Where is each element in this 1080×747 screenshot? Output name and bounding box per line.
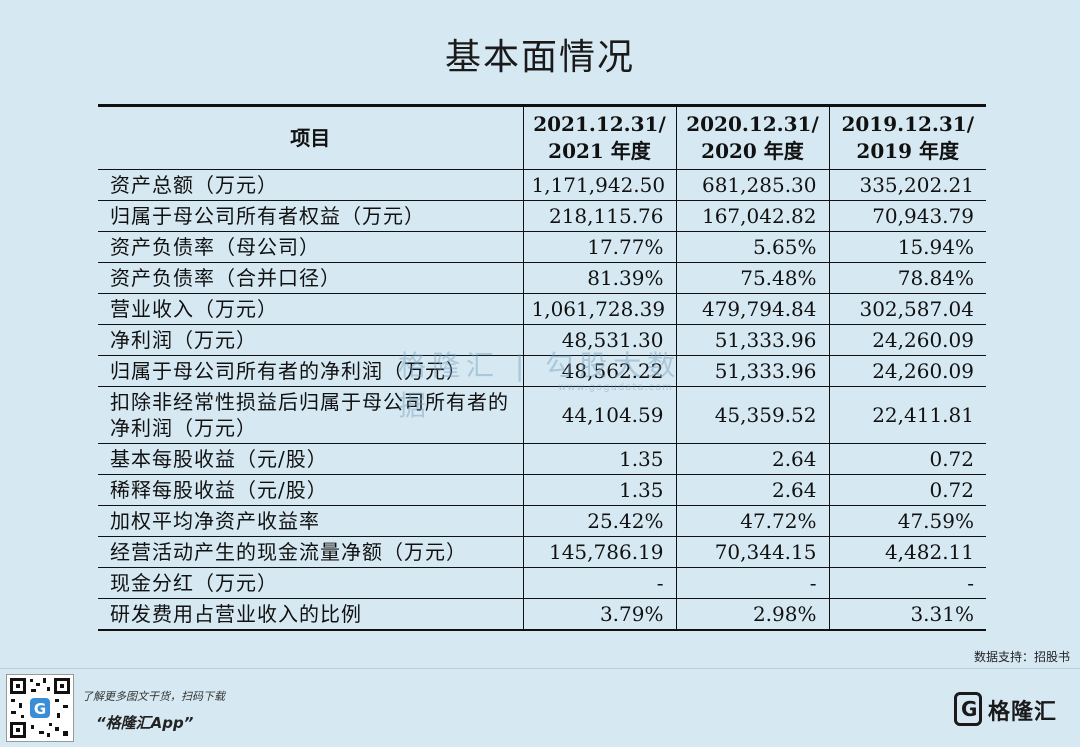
footer-divider [0,668,1080,669]
row-item-label: 资产负债率（母公司） [98,231,523,263]
cell-2019: 302,587.04 [828,293,986,325]
table-row: 资产总额（万元） 1,171,942.50 681,285.30 335,202.21 [98,169,986,201]
cell-2020: 2.64 [675,474,829,506]
cell-2020: 51,333.96 [675,324,829,356]
cell-2021: 44,104.59 [522,386,676,444]
g-logo-icon: G [954,692,982,726]
svg-text:G: G [34,700,46,718]
qr-code-icon: G [6,674,74,742]
cell-2021: 81.39% [522,262,676,294]
header-2019: 2019.12.31/ 2019 年度 [828,104,986,170]
cell-2020: 47.72% [675,505,829,537]
header-2021-year: 2021 年度 [548,139,651,163]
cell-2021: 1,171,942.50 [522,169,676,201]
cell-2020: 45,359.52 [675,386,829,444]
cell-2019: 24,260.09 [828,355,986,387]
row-item-label: 经营活动产生的现金流量净额（万元） [98,536,523,568]
cell-2021: - [522,567,676,599]
data-source-note: 数据支持：招股书 [973,650,1070,664]
table-row: 现金分红（万元） - - - [98,567,986,599]
header-2019-date: 2019.12.31/ [841,112,975,136]
header-item-label: 项目 [290,125,331,150]
table-row: 归属于母公司所有者的净利润（万元） 48,562.22 51,333.96 24,26… [98,355,986,387]
row-item-label: 基本每股收益（元/股） [98,443,523,475]
table-row: 资产负债率（母公司） 17.77% 5.65% 15.94% [98,231,986,263]
row-item-label: 加权平均净资产收益率 [98,505,523,537]
row-item-label: 现金分红（万元） [98,567,523,599]
table-row: 营业收入（万元） 1,061,728.39 479,794.84 302,587.04 [98,293,986,325]
table-row: 基本每股收益（元/股） 1.35 2.64 0.72 [98,443,986,475]
cell-2019: 3.31% [828,598,986,631]
cell-2021: 218,115.76 [522,200,676,232]
cell-2020: 51,333.96 [675,355,829,387]
row-item-label: 归属于母公司所有者权益（万元） [98,200,523,232]
brand-logo: G 格隆汇 [954,686,1072,736]
cell-2021: 25.42% [522,505,676,537]
brand-name: 格隆汇 [988,700,1058,725]
cell-2019: 47.59% [828,505,986,537]
table-row: 加权平均净资产收益率 25.42% 47.72% 47.59% [98,505,986,537]
row-item-label: 归属于母公司所有者的净利润（万元） [98,355,523,387]
header-2021: 2021.12.31/ 2021 年度 [522,104,676,170]
table-header-row: 项目 2021.12.31/ 2021 年度 2020.12.31/ 2020 … [98,104,986,170]
cell-2019: - [828,567,986,599]
cell-2019: 4,482.11 [828,536,986,568]
cell-2019: 15.94% [828,231,986,263]
row-item-label: 扣除非经常性损益后归属于母公司所有者的净利润（万元） [98,386,523,444]
financial-table: 项目 2021.12.31/ 2021 年度 2020.12.31/ 2020 … [98,104,986,631]
row-item-label: 稀释每股收益（元/股） [98,474,523,506]
cell-2019: 0.72 [828,474,986,506]
table-row: 扣除非经常性损益后归属于母公司所有者的净利润（万元） 44,104.59 45,35… [98,386,986,444]
cell-2021: 17.77% [522,231,676,263]
cell-2021: 48,562.22 [522,355,676,387]
cell-2019: 335,202.21 [828,169,986,201]
cell-2020: 2.64 [675,443,829,475]
header-2020-year: 2020 年度 [701,139,804,163]
header-2020-date: 2020.12.31/ [686,112,819,136]
cell-2019: 24,260.09 [828,324,986,356]
promo-text: 了解更多图文干货，扫码下载 [82,690,225,703]
header-2021-date: 2021.12.31/ [533,112,666,136]
table-row: 资产负债率（合并口径） 81.39% 75.48% 78.84% [98,262,986,294]
cell-2020: 5.65% [675,231,829,263]
cell-2019: 0.72 [828,443,986,475]
row-item-label: 研发费用占营业收入的比例 [98,598,523,631]
app-name-text: “格隆汇App” [96,714,194,732]
row-item-label: 营业收入（万元） [98,293,523,325]
row-item-label: 净利润（万元） [98,324,523,356]
cell-2019: 22,411.81 [828,386,986,444]
header-2019-year: 2019 年度 [856,139,960,163]
cell-2021: 1.35 [522,474,676,506]
cell-2020: 167,042.82 [675,200,829,232]
cell-2020: 70,344.15 [675,536,829,568]
row-item-label: 资产负债率（合并口径） [98,262,523,294]
cell-2020: 681,285.30 [675,169,829,201]
cell-2021: 48,531.30 [522,324,676,356]
cell-2019: 78.84% [828,262,986,294]
cell-2020: 479,794.84 [675,293,829,325]
table-row: 稀释每股收益（元/股） 1.35 2.64 0.72 [98,474,986,506]
cell-2021: 145,786.19 [522,536,676,568]
cell-2019: 70,943.79 [828,200,986,232]
table-row: 净利润（万元） 48,531.30 51,333.96 24,260.09 [98,324,986,356]
table-row: 研发费用占营业收入的比例 3.79% 2.98% 3.31% [98,598,986,631]
cell-2021: 3.79% [522,598,676,631]
cell-2020: 2.98% [675,598,829,631]
cell-2020: - [675,567,829,599]
header-2020: 2020.12.31/ 2020 年度 [675,104,829,170]
page-title: 基本面情况 [444,37,635,78]
cell-2021: 1.35 [522,443,676,475]
table-row: 归属于母公司所有者权益（万元） 218,115.76 167,042.82 70,94… [98,200,986,232]
cell-2020: 75.48% [675,262,829,294]
row-item-label: 资产总额（万元） [98,169,523,201]
cell-2021: 1,061,728.39 [522,293,676,325]
table-row: 经营活动产生的现金流量净额（万元） 145,786.19 70,344.15 4,48… [98,536,986,568]
header-item: 项目 [98,104,523,170]
